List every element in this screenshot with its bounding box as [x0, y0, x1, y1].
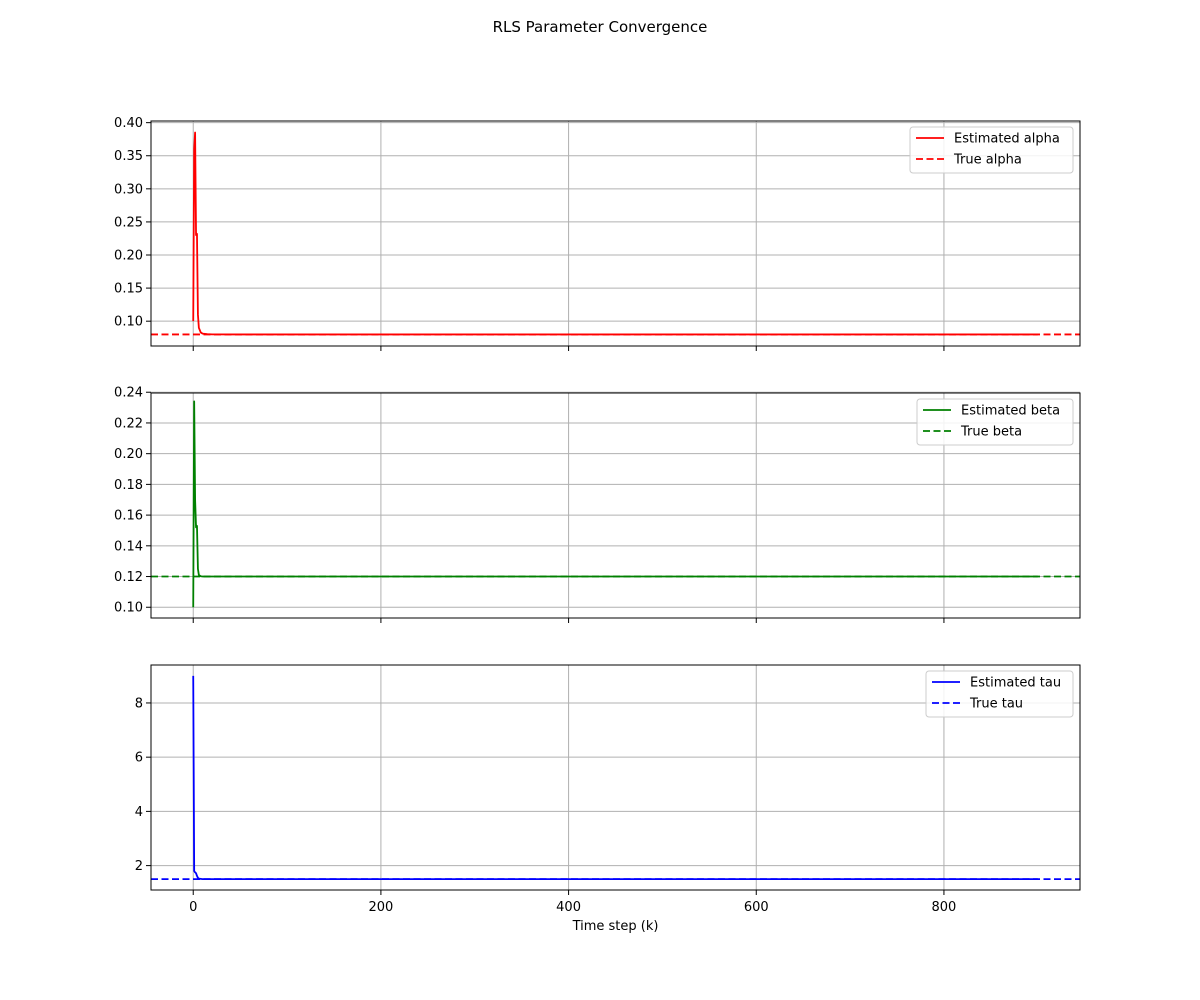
- axes-frame: [150, 392, 1081, 619]
- grid: [151, 665, 1080, 890]
- legend-label: True alpha: [953, 153, 1022, 168]
- y-tick-label: 0.10: [114, 315, 143, 330]
- x-tick-label: 800: [932, 900, 957, 915]
- y-tick-label: 4: [135, 805, 143, 820]
- axis-ticks: 0 200 400 600 800 2 4 6 8: [135, 696, 957, 915]
- figure-title: RLS Parameter Convergence: [493, 18, 708, 36]
- legend: Estimated beta True beta: [916, 398, 1074, 446]
- axes-frame: [150, 664, 1081, 891]
- y-tick-label: 0.20: [114, 249, 143, 264]
- legend-box: [909, 126, 1074, 174]
- axis-ticks: 0.10 0.15 0.20 0.25 0.30 0.35 0.40: [114, 116, 945, 351]
- series-estimated-beta: [192, 400, 1038, 608]
- legend-box: [925, 670, 1074, 718]
- series-estimated-alpha: [192, 131, 1038, 336]
- legend-box: [916, 398, 1074, 446]
- y-tick-label: 2: [135, 859, 143, 874]
- y-tick-label: 0.25: [114, 215, 143, 230]
- legend-label: True beta: [960, 425, 1022, 440]
- y-tick-label: 0.10: [114, 601, 143, 616]
- y-tick-label: 0.40: [114, 116, 143, 131]
- subplot-1: 0.10 0.15 0.20 0.25 0.30 0.35 0.40 Estimated al…: [114, 116, 1081, 351]
- y-tick-label: 0.14: [114, 539, 143, 554]
- legend: Estimated tau True tau: [925, 670, 1074, 718]
- subplot-3: 0 200 400 600 800 2 4 6 8 Estimated tau True tau Ti…: [135, 664, 1081, 934]
- y-tick-label: 0.35: [114, 149, 143, 164]
- y-tick-label: 8: [135, 696, 143, 711]
- y-tick-label: 0.15: [114, 282, 143, 297]
- x-axis-label: Time step (k): [572, 919, 659, 934]
- legend-label: True tau: [969, 697, 1023, 712]
- axes-frame: [150, 120, 1081, 347]
- series-estimated-tau: [192, 675, 1038, 881]
- x-tick-label: 600: [744, 900, 769, 915]
- y-tick-label: 0.18: [114, 478, 143, 493]
- series-group: [151, 131, 1080, 336]
- y-tick-label: 6: [135, 751, 143, 766]
- legend-label: Estimated beta: [961, 404, 1060, 419]
- legend: Estimated alpha True alpha: [909, 126, 1074, 174]
- y-tick-label: 0.16: [114, 509, 143, 524]
- y-tick-label: 0.30: [114, 182, 143, 197]
- x-tick-label: 200: [368, 900, 393, 915]
- y-tick-label: 0.24: [114, 386, 143, 401]
- subplot-2: 0.10 0.12 0.14 0.16 0.18 0.20 0.22 0.24 Estimate…: [114, 386, 1081, 623]
- subplots: 0.10 0.15 0.20 0.25 0.30 0.35 0.40 Estimated al…: [114, 116, 1081, 934]
- axis-ticks: 0.10 0.12 0.14 0.16 0.18 0.20 0.22 0.24: [114, 386, 945, 623]
- series-group: [151, 400, 1080, 608]
- legend-label: Estimated tau: [970, 676, 1061, 691]
- series-group: [151, 675, 1080, 881]
- x-tick-label: 0: [189, 900, 197, 915]
- y-tick-label: 0.12: [114, 570, 143, 585]
- y-tick-label: 0.22: [114, 416, 143, 431]
- x-tick-label: 400: [556, 900, 581, 915]
- legend-label: Estimated alpha: [954, 132, 1060, 147]
- y-tick-label: 0.20: [114, 447, 143, 462]
